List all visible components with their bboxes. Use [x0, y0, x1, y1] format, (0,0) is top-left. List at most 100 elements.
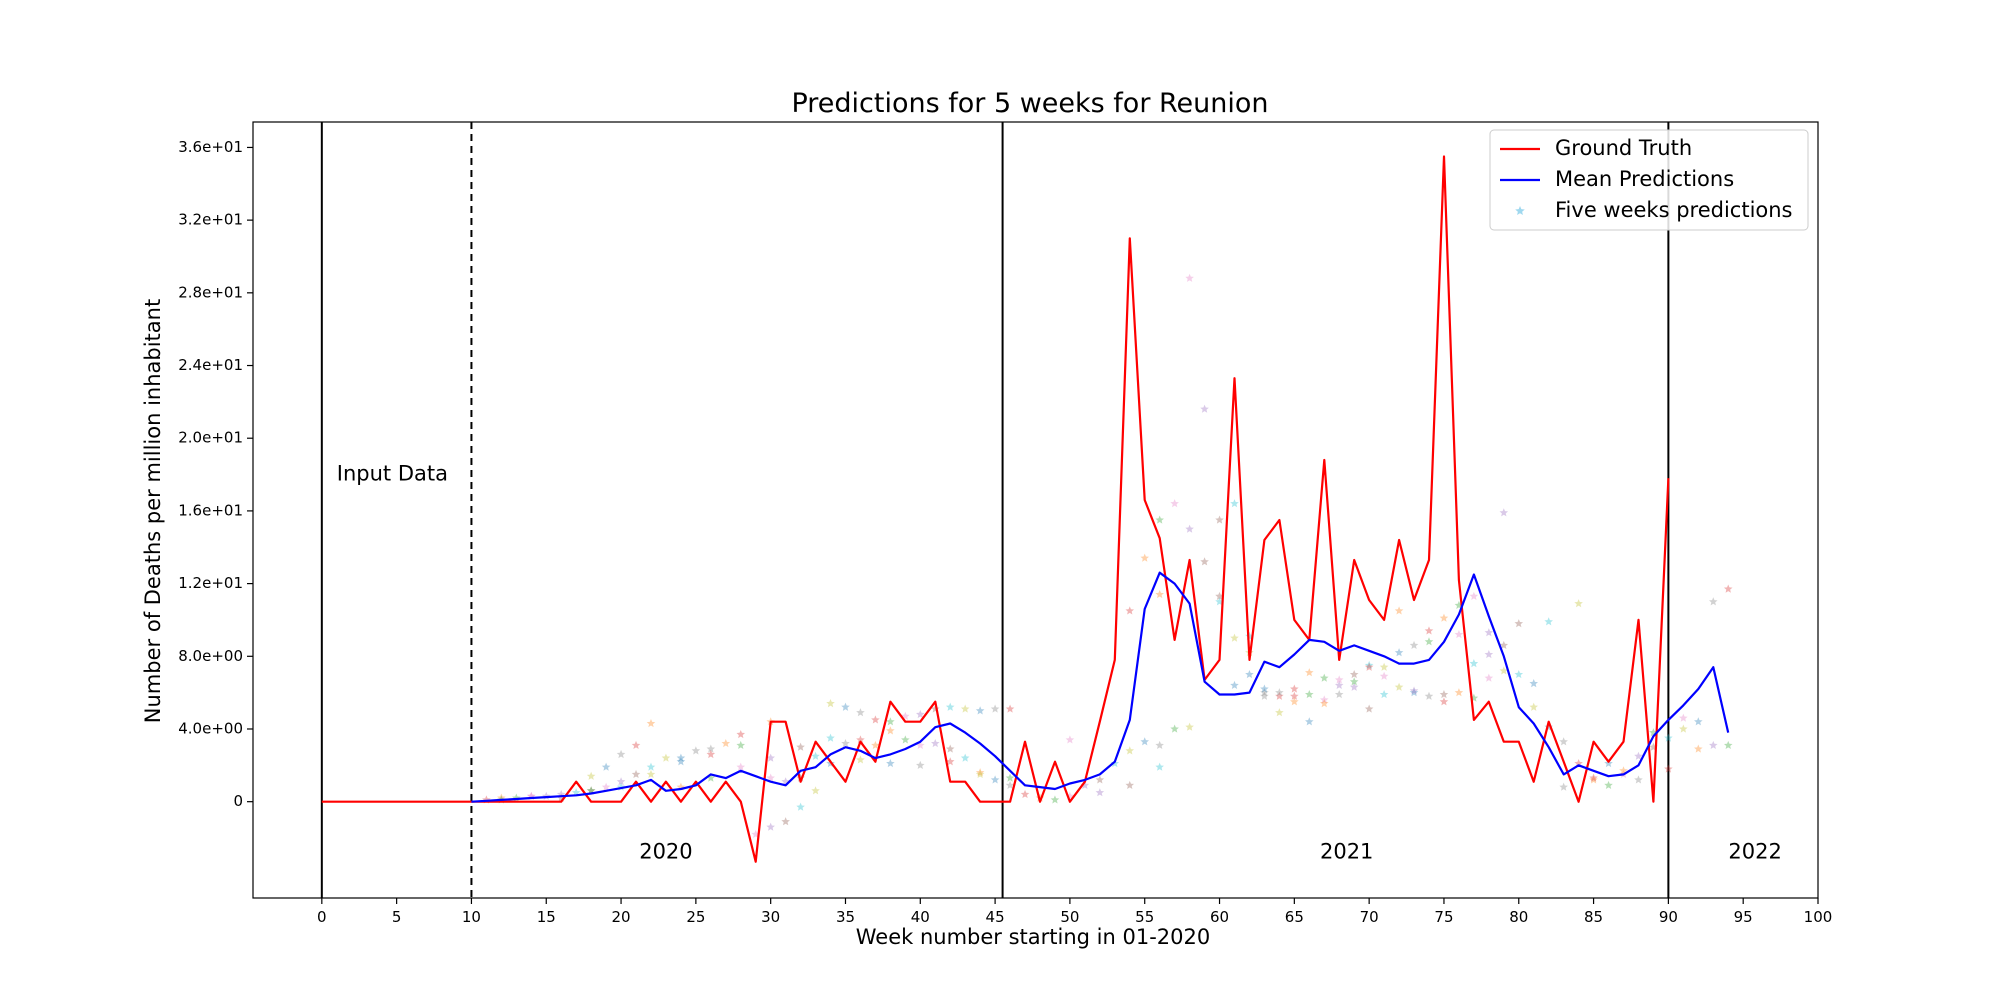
prediction-point	[1708, 740, 1718, 749]
prediction-point	[1185, 524, 1194, 533]
prediction-point	[1409, 640, 1419, 650]
prediction-point	[616, 777, 626, 786]
x-tick-label: 90	[1659, 908, 1678, 926]
prediction-point	[1275, 708, 1284, 717]
prediction-point	[1319, 699, 1329, 708]
y-tick-label: 0	[233, 792, 243, 810]
prediction-point	[1394, 682, 1404, 691]
prediction-point	[1694, 744, 1703, 753]
prediction-point	[1454, 688, 1464, 697]
prediction-point	[1245, 669, 1254, 679]
prediction-point	[1140, 737, 1149, 746]
prediction-point	[1604, 759, 1613, 768]
y-tick-label: 1.2e+01	[178, 574, 243, 592]
prediction-point	[1050, 795, 1060, 804]
prediction-point	[1499, 666, 1509, 675]
legend: Ground Truth Mean Predictions Five weeks p…	[1489, 129, 1809, 231]
prediction-point	[1215, 515, 1224, 524]
prediction-point	[1155, 740, 1164, 749]
prediction-point	[646, 719, 656, 728]
prediction-point	[1349, 669, 1359, 679]
prediction-point	[1514, 619, 1524, 628]
prediction-point	[781, 817, 790, 826]
legend-box	[1489, 129, 1809, 231]
prediction-point	[1155, 590, 1164, 599]
prediction-point	[1559, 782, 1568, 791]
prediction-point	[1260, 684, 1269, 693]
annotation-2022: 2022	[1728, 840, 1781, 864]
y-tick-label: 2.0e+01	[178, 429, 243, 447]
plot-frame	[252, 121, 1819, 899]
prediction-point	[1185, 273, 1194, 282]
prediction-point	[1230, 680, 1239, 690]
prediction-point	[916, 760, 925, 769]
legend-label-ground-truth: Ground Truth	[1555, 136, 1692, 160]
prediction-point	[736, 740, 746, 749]
prediction-point	[1005, 780, 1015, 789]
prediction-point	[1589, 775, 1598, 784]
prediction-point	[736, 762, 746, 771]
x-tick-label: 75	[1434, 908, 1453, 926]
prediction-point	[1424, 626, 1434, 635]
prediction-point	[990, 775, 1000, 784]
prediction-point	[1484, 628, 1494, 637]
prediction-point	[1634, 751, 1643, 760]
prediction-point	[886, 717, 895, 726]
prediction-point	[796, 742, 805, 751]
prediction-point	[1559, 737, 1568, 746]
prediction-point	[916, 740, 925, 749]
prediction-point	[1574, 599, 1583, 608]
prediction-point	[960, 753, 970, 762]
x-tick-label: 15	[537, 908, 556, 926]
prediction-point	[1200, 404, 1209, 413]
prediction-point	[646, 762, 656, 771]
prediction-point	[1290, 684, 1299, 693]
prediction-point	[1424, 637, 1434, 646]
prediction-point	[1200, 557, 1209, 566]
y-tick-label: 2.4e+01	[178, 356, 243, 374]
prediction-point	[1409, 686, 1419, 695]
prediction-point	[601, 762, 611, 771]
x-axis: 0 5 10 15 20 25 30 35 40 45 50 55 60 65 70 75 80 85 90 95 10…	[317, 898, 1832, 926]
prediction-point	[811, 786, 820, 795]
prediction-point	[766, 753, 775, 762]
y-tick-label: 3.6e+01	[178, 138, 243, 156]
prediction-point	[1349, 682, 1359, 691]
series-line-ground-truth	[321, 155, 1670, 863]
x-tick-label: 45	[986, 908, 1005, 926]
prediction-point	[1364, 704, 1374, 713]
prediction-point	[1394, 648, 1404, 657]
prediction-point	[1125, 606, 1135, 615]
prediction-point	[811, 751, 820, 760]
annotation-2021: 2021	[1320, 840, 1373, 864]
x-tick-label: 65	[1285, 908, 1304, 926]
prediction-point	[1379, 689, 1389, 699]
prediction-point	[1723, 584, 1733, 593]
prediction-point	[796, 802, 805, 811]
prediction-point	[1364, 660, 1374, 670]
prediction-point	[1604, 780, 1613, 789]
y-tick-label: 8.0e+00	[178, 647, 243, 665]
prediction-point	[1708, 597, 1718, 606]
prediction-point	[1305, 717, 1314, 726]
prediction-point	[1275, 691, 1284, 700]
prediction-point	[676, 753, 686, 762]
prediction-point	[945, 702, 955, 711]
prediction-point	[766, 773, 775, 782]
x-tick-label: 10	[462, 908, 481, 926]
prediction-point	[1664, 733, 1673, 742]
prediction-point	[1679, 713, 1688, 722]
prediction-point	[1424, 691, 1434, 700]
prediction-point	[886, 726, 895, 735]
prediction-point	[646, 769, 656, 779]
prediction-point	[1439, 613, 1449, 622]
prediction-point	[856, 708, 865, 717]
prediction-point	[1484, 649, 1494, 659]
prediction-point	[841, 739, 850, 748]
prediction-point	[706, 749, 716, 759]
prediction-point	[721, 739, 731, 748]
y-tick-label: 2.8e+01	[178, 283, 243, 301]
prediction-point	[1080, 780, 1090, 789]
prediction-point	[871, 715, 880, 724]
prediction-point	[1334, 689, 1344, 699]
